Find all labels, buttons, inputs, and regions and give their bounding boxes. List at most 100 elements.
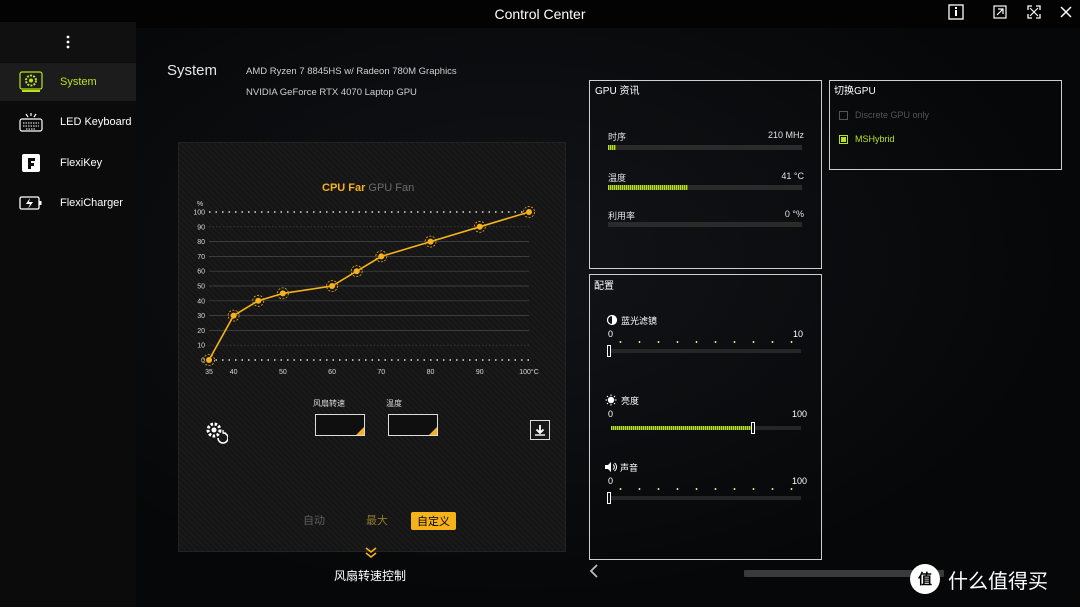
mshybrid-checkbox[interactable] bbox=[839, 135, 848, 144]
x-tick-label: 100°C bbox=[519, 368, 539, 376]
horizontal-scrollbar[interactable] bbox=[744, 570, 944, 577]
info-button[interactable] bbox=[945, 2, 967, 22]
more-menu-button[interactable] bbox=[0, 22, 136, 62]
sidebar-item-label: System bbox=[60, 76, 97, 88]
fan-settings-button[interactable] bbox=[204, 420, 229, 444]
blue-light-label: 蓝光滤镜 bbox=[621, 316, 658, 326]
maximize-button[interactable] bbox=[1023, 2, 1045, 22]
stat-value: 0 °% bbox=[784, 209, 804, 219]
slider-thumb[interactable] bbox=[607, 345, 611, 357]
brightness-slider[interactable] bbox=[611, 426, 801, 430]
fan-speed-label: 风扇转速 bbox=[313, 399, 345, 408]
sidebar-item-led-keyboard[interactable]: LED Keyboard bbox=[0, 103, 136, 141]
y-tick-label: 50 bbox=[197, 284, 205, 291]
y-tick-label: 30 bbox=[197, 313, 205, 320]
gpu-switch-title: 切换GPU bbox=[834, 86, 876, 97]
watermark: 值 什么值得买 bbox=[910, 563, 1048, 595]
temp-input[interactable] bbox=[388, 414, 438, 436]
curve-point[interactable] bbox=[523, 206, 535, 218]
slider-ticks bbox=[611, 341, 801, 343]
y-tick-label: 0 bbox=[201, 358, 205, 365]
fan-tabs: CPU Far GPU Fan bbox=[322, 182, 414, 194]
battery-charge-icon bbox=[18, 192, 44, 214]
mode-auto-button[interactable]: 自动 bbox=[303, 515, 325, 527]
y-tick-label: 70 bbox=[197, 254, 205, 261]
slider-min: 0 bbox=[608, 329, 614, 339]
slider-ticks bbox=[611, 488, 801, 490]
watermark-logo: 值 bbox=[910, 564, 940, 594]
temp-label: 温度 bbox=[386, 399, 402, 408]
sidebar-item-label: LED Keyboard bbox=[60, 116, 132, 128]
minimize-icon bbox=[993, 5, 1007, 19]
flexikey-icon bbox=[18, 152, 44, 174]
app-title: Control Center bbox=[494, 6, 586, 22]
sidebar-item-flexikey[interactable]: FlexiKey bbox=[0, 144, 136, 182]
download-icon bbox=[535, 425, 545, 436]
x-tick-label: 80 bbox=[427, 369, 435, 376]
curve-point[interactable] bbox=[350, 265, 363, 278]
stat-label: 时序 bbox=[608, 132, 627, 142]
fan-curve-chart[interactable]: 0 10 20 30 40 50 60 70 80 90 100% 35 40 50 60 70 80 90 100… bbox=[178, 196, 548, 382]
tab-gpu-fan[interactable]: GPU Fan bbox=[368, 182, 415, 194]
scroll-left-button[interactable] bbox=[589, 564, 599, 582]
slider-max: 100 bbox=[792, 409, 808, 419]
more-vertical-icon bbox=[66, 35, 70, 49]
curve-point[interactable] bbox=[424, 235, 437, 248]
stat-value: 210 MHz bbox=[767, 130, 804, 140]
gpu-model: NVIDIA GeForce RTX 4070 Laptop GPU bbox=[246, 87, 417, 98]
sidebar-item-flexicharger[interactable]: FlexiCharger bbox=[0, 184, 136, 222]
keyboard-icon bbox=[18, 111, 44, 133]
curve-point[interactable] bbox=[203, 354, 215, 366]
slider-min: 0 bbox=[608, 476, 614, 486]
close-icon bbox=[1060, 6, 1072, 18]
save-curve-button[interactable] bbox=[530, 420, 550, 440]
y-tick-label: 10 bbox=[197, 343, 205, 350]
config-title: 配置 bbox=[594, 281, 614, 292]
stat-label: 温度 bbox=[608, 173, 627, 183]
y-unit-label: % bbox=[197, 201, 203, 208]
title-bar bbox=[0, 0, 1080, 28]
mode-max-button[interactable]: 最大 bbox=[366, 515, 388, 527]
gpu-info-panel bbox=[589, 80, 822, 269]
page-title: System bbox=[167, 62, 218, 79]
chevron-down-icon[interactable] bbox=[364, 547, 378, 559]
chevron-left-icon bbox=[589, 564, 598, 578]
brightness-label: 亮度 bbox=[621, 396, 640, 406]
mshybrid-label: MSHybrid bbox=[855, 134, 895, 144]
curve-point[interactable] bbox=[326, 280, 338, 292]
fan-curve-line bbox=[208, 211, 530, 361]
info-icon bbox=[948, 4, 964, 20]
x-tick-label: 40 bbox=[230, 369, 238, 376]
sound-slider[interactable] bbox=[611, 496, 801, 500]
utilization-bar bbox=[608, 222, 802, 227]
x-tick-label: 50 bbox=[279, 369, 287, 376]
stat-value: 41 °C bbox=[781, 171, 804, 181]
curve-point[interactable] bbox=[473, 220, 486, 233]
config-panel bbox=[589, 274, 822, 560]
fan-speed-input[interactable] bbox=[315, 414, 365, 436]
tab-cpu-fan[interactable]: CPU Far bbox=[322, 182, 366, 194]
y-tick-label: 100 bbox=[193, 210, 205, 217]
temperature-bar bbox=[608, 185, 802, 190]
slider-max: 100 bbox=[792, 476, 808, 486]
curve-point[interactable] bbox=[227, 309, 240, 322]
slider-thumb[interactable] bbox=[607, 492, 611, 504]
close-button[interactable] bbox=[1055, 2, 1077, 22]
blue-light-slider[interactable] bbox=[611, 349, 801, 353]
clock-bar bbox=[608, 145, 802, 150]
sidebar-item-system[interactable]: System bbox=[0, 63, 136, 101]
fan-control-panel bbox=[178, 142, 566, 552]
mode-custom-button[interactable]: 自定义 bbox=[411, 512, 456, 530]
minimize-button[interactable] bbox=[989, 2, 1011, 22]
gpu-info-title: GPU 资讯 bbox=[595, 86, 640, 97]
sidebar: System LED Keyboard FlexiKey FlexiCharge… bbox=[0, 22, 136, 607]
slider-max: 10 bbox=[793, 329, 804, 339]
watermark-text: 什么值得买 bbox=[948, 568, 1048, 593]
y-tick-label: 40 bbox=[197, 298, 205, 305]
y-tick-label: 20 bbox=[197, 328, 205, 335]
slider-min: 0 bbox=[608, 409, 614, 419]
gear-refresh-icon bbox=[206, 422, 229, 444]
discrete-gpu-checkbox[interactable] bbox=[839, 111, 848, 120]
slider-thumb[interactable] bbox=[751, 422, 756, 434]
discrete-gpu-label: Discrete GPU only bbox=[855, 110, 930, 120]
